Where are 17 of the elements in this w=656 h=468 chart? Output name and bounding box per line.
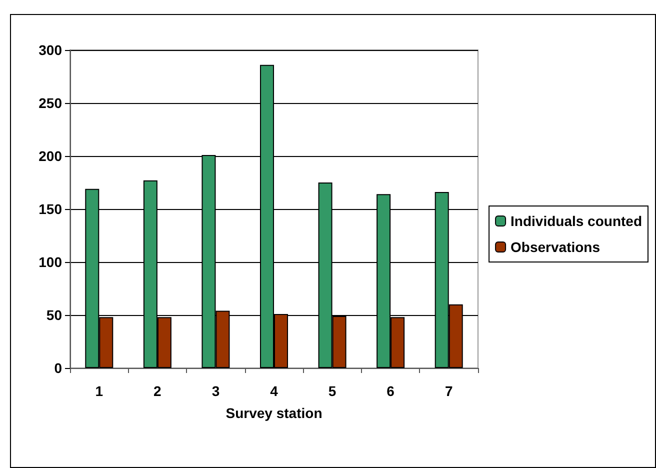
x-tick-label: 6 (386, 383, 395, 399)
x-tick-label: 4 (270, 383, 278, 399)
y-tick-label: 300 (38, 42, 62, 58)
y-tick-label: 100 (38, 254, 62, 270)
y-tick-label: 150 (38, 201, 62, 217)
y-tick-label: 50 (46, 307, 62, 323)
legend-label: Individuals counted (510, 213, 642, 229)
x-tick-label: 5 (328, 383, 336, 399)
x-tick-label: 7 (444, 383, 453, 399)
legend-label: Observations (510, 239, 600, 255)
x-tick-label: 2 (154, 383, 162, 399)
y-tick-label: 200 (38, 148, 62, 164)
x-tick-label: 1 (95, 383, 104, 399)
y-tick-label: 0 (54, 360, 62, 376)
x-tick-label: 3 (212, 383, 220, 399)
y-tick-label: 250 (38, 95, 62, 111)
x-axis-title: Survey station (226, 405, 322, 421)
